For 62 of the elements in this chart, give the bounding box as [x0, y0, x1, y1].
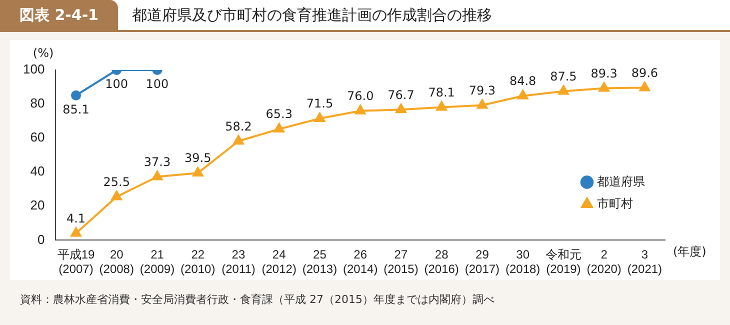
data-label: 76.7 [388, 88, 414, 102]
y-axis-title: (%) [32, 46, 54, 60]
data-label: 87.5 [550, 69, 577, 84]
point [598, 82, 610, 92]
point [314, 112, 326, 122]
point [274, 123, 284, 133]
y-tick-label: 60 [30, 130, 45, 145]
point [233, 135, 244, 145]
text: 資料：農林水産省消費・安全局消費者行政・食育課（平成 27（2015）年度までは内閣府）調べ [20, 292, 494, 307]
text: 図表 2-4-1 [0, 0, 118, 30]
x-tick-label: 20 (2008) [99, 248, 134, 276]
x-tick-label: 3 (2021) [627, 248, 662, 276]
x-tick-label: 26 (2014) [343, 248, 378, 276]
point [476, 99, 488, 109]
y-tick-label: 40 [30, 164, 45, 179]
point [558, 85, 569, 95]
data-label: 89.3 [590, 66, 618, 80]
x-tick-label: 21 (2009) [140, 248, 175, 276]
point [152, 170, 163, 180]
point [639, 82, 650, 92]
x-tick-label: 30 (2018) [505, 248, 540, 276]
legend-label: 都道府県 [597, 174, 645, 189]
data-label: 39.5 [184, 151, 212, 166]
data-label: 58.2 [225, 119, 252, 134]
x-tick-label: 28 (2016) [424, 248, 459, 276]
data-label: 25.5 [103, 174, 130, 189]
legend-label: 市町村 [597, 196, 633, 211]
point [111, 190, 122, 200]
x-tick-label: 25 (2013) [302, 248, 338, 276]
data-label: 65.3 [266, 107, 292, 122]
x-tick-label: 2 (2020) [586, 248, 622, 276]
point [355, 104, 366, 114]
y-tick-label: 100 [22, 62, 45, 77]
point [71, 90, 81, 100]
data-label: 4.1 [66, 211, 86, 226]
data-label: 89.6 [631, 66, 658, 80]
data-label: 37.3 [144, 154, 171, 169]
x-tick-label: 27 (2015) [384, 248, 418, 276]
y-tick-label: 20 [30, 198, 45, 213]
y-tick-label: 0 [37, 232, 45, 247]
x-tick-label: 令和元 (2019) [545, 248, 582, 276]
data-label: 100 [146, 77, 169, 92]
chart-title: 都道府県及び市町村の食育推進計画の作成割合の推移 [132, 5, 492, 26]
x-tick-label: 24 (2012) [262, 248, 296, 276]
data-label: 100 [105, 77, 128, 92]
x-tick-label: 22 (2010) [180, 248, 216, 276]
data-label: 85.1 [62, 102, 90, 116]
data-label: 79.3 [468, 83, 496, 98]
x-tick-label: 23 (2011) [222, 248, 256, 276]
point [396, 104, 406, 114]
point [192, 166, 204, 176]
x-tick-label: 29 (2017) [464, 248, 500, 276]
x-tick-label: 平成19 (2007) [57, 248, 95, 276]
point [436, 101, 447, 111]
data-label: 76.0 [346, 88, 374, 103]
data-label: 71.5 [306, 96, 334, 111]
point [70, 227, 82, 237]
y-tick-label: 80 [30, 96, 45, 111]
x-axis-title: (年度) [673, 244, 706, 258]
data-label: 78.1 [428, 85, 455, 100]
point [517, 90, 528, 100]
data-label: 84.8 [509, 74, 536, 88]
